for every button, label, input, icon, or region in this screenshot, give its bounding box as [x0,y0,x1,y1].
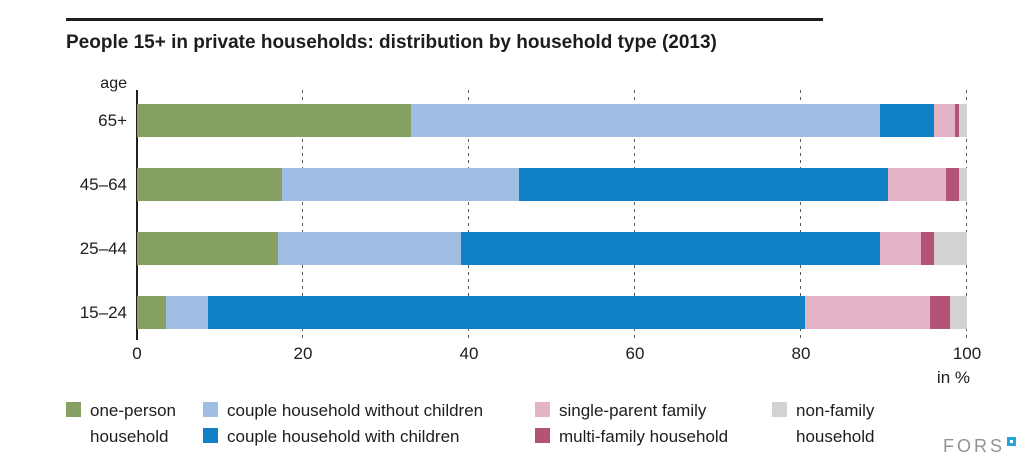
bar-segment [933,104,955,137]
bar-segment [137,296,167,329]
row-label-65+: 65+ [98,111,127,130]
bar-segment [282,168,519,201]
legend-swatch-icon [66,402,81,417]
bar-segment [950,296,967,329]
x-tick-label-40: 40 [459,344,479,363]
fors-logo: FORS [943,436,1017,457]
bar-segment [958,104,967,137]
bar-segment [879,104,934,137]
fors-logo-mark-icon [1007,437,1017,446]
x-tick-label-60: 60 [625,344,645,363]
gridline-40 [468,90,469,338]
legend-item: multi-family household [535,424,728,450]
legend-label: couple household without children [227,401,484,420]
gridline-100 [966,90,967,338]
legend-swatch-icon [203,402,218,417]
row-label-25–44: 25–44 [79,239,127,258]
x-tick-label-20: 20 [293,344,313,363]
bar-row-25–44 [137,232,967,265]
bar-segment [954,104,959,137]
bar-segment [933,232,967,265]
bar-segment [278,232,461,265]
legend-item: couple household with children [203,424,460,450]
legend-swatch-icon [535,402,550,417]
gridline-20 [302,90,303,338]
bar-row-45–64 [137,168,967,201]
chart-title: People 15+ in private households: distri… [66,32,717,53]
bar-segment [410,104,880,137]
y-axis-label: age [100,75,127,92]
bar-row-65+ [137,104,967,137]
x-tick-label-0: 0 [132,344,142,363]
bar-segment [207,296,806,329]
bar-segment [879,232,922,265]
bar-segment [137,104,411,137]
fors-logo-text: FORS [943,436,1006,456]
gridline-60 [634,90,635,338]
legend-label: couple household with children [227,427,460,446]
x-axis-unit-label: in % [936,368,970,387]
legend-item: one-person household [66,398,176,450]
legend-item: couple household without children [203,398,483,424]
x-tick-label-80: 80 [791,344,811,363]
bar-segment [460,232,880,265]
row-label-15–24: 15–24 [79,303,127,322]
bar-segment [888,168,947,201]
bar-row-15–24 [137,296,967,329]
legend-swatch-icon [772,402,787,417]
bar-segment [137,168,283,201]
bar-segment [929,296,951,329]
legend-label: single-parent family [559,401,707,420]
bar-segment [137,232,279,265]
row-label-45–64: 45–64 [79,175,127,194]
legend-label: multi-family household [559,427,729,446]
legend-swatch-icon [203,428,218,443]
y-axis-line [136,90,138,340]
legend-item: single-parent family [535,398,706,424]
legend-swatch-icon [535,428,550,443]
legend-label: non-family household [796,401,875,446]
bar-segment [958,168,967,201]
bar-segment [946,168,959,201]
gridline-80 [800,90,801,338]
plot-area [137,90,967,340]
bar-segment [166,296,208,329]
bar-segment [805,296,930,329]
legend-label: one-person household [90,401,177,446]
title-rule [66,18,823,21]
bar-segment [921,232,934,265]
x-tick-label-100: 100 [952,344,982,363]
bar-segment [518,168,889,201]
legend-item: non-family household [772,398,874,450]
